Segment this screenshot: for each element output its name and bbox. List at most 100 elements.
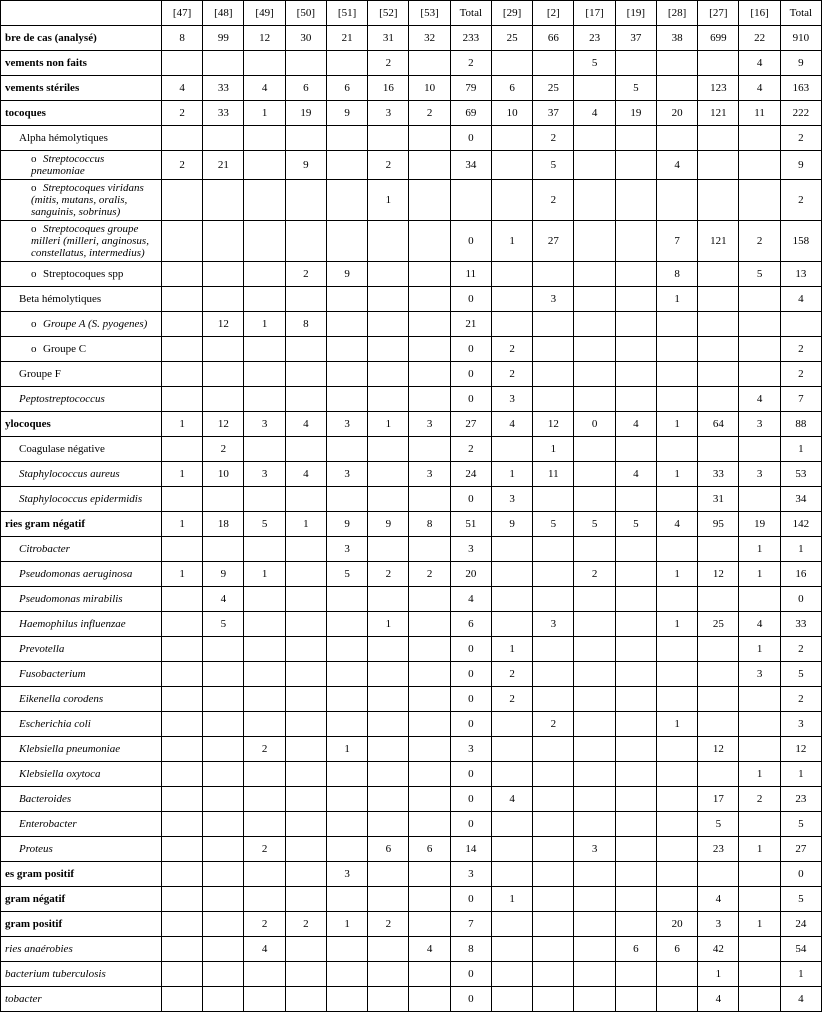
data-cell: 3 [450,862,491,887]
data-cell: 3 [326,862,367,887]
data-cell: 19 [615,101,656,126]
data-cell: 4 [285,462,326,487]
data-cell [533,937,574,962]
data-cell [574,262,615,287]
data-cell [615,612,656,637]
data-cell: 23 [574,26,615,51]
data-cell: 1 [326,737,367,762]
data-cell [574,987,615,1012]
data-cell: 3 [244,412,285,437]
data-cell [698,387,739,412]
data-cell [615,787,656,812]
data-cell: 33 [698,462,739,487]
data-cell: 1 [656,462,697,487]
data-cell [203,180,244,221]
data-cell: 1 [780,437,821,462]
data-cell [285,287,326,312]
data-cell: 5 [533,151,574,180]
data-cell [739,287,780,312]
data-cell: 22 [739,26,780,51]
data-cell [533,51,574,76]
data-cell [409,180,450,221]
data-cell [244,862,285,887]
data-cell: 37 [615,26,656,51]
row-label: vements non faits [1,51,162,76]
data-cell: 1 [739,562,780,587]
data-cell [285,687,326,712]
data-cell [574,887,615,912]
data-cell [161,837,202,862]
data-cell: 31 [698,487,739,512]
data-cell [285,987,326,1012]
data-cell [409,762,450,787]
data-cell: 3 [326,462,367,487]
data-cell: 5 [739,262,780,287]
data-cell [203,937,244,962]
row-label: bre de cas (analysé) [1,26,162,51]
data-cell: 19 [285,101,326,126]
data-cell [244,987,285,1012]
data-cell [285,537,326,562]
data-cell: 2 [368,151,409,180]
data-cell [491,987,532,1012]
data-cell [615,587,656,612]
data-cell [244,287,285,312]
data-cell [574,687,615,712]
data-cell [574,937,615,962]
data-cell [574,362,615,387]
data-cell [285,180,326,221]
data-cell [285,662,326,687]
data-cell [615,712,656,737]
data-cell [615,662,656,687]
data-cell: 1 [244,101,285,126]
data-cell [574,637,615,662]
data-cell: 2 [780,126,821,151]
data-cell [244,812,285,837]
data-cell: 4 [780,287,821,312]
data-cell: 1 [739,762,780,787]
data-cell [491,962,532,987]
data-cell [491,912,532,937]
row-label: Eikenella corodens [1,687,162,712]
row-label: es gram positif [1,862,162,887]
data-cell [409,312,450,337]
data-cell [491,562,532,587]
data-cell: 2 [739,787,780,812]
data-cell [244,887,285,912]
row-label: oStreptocoques viridans (mitis, mutans, … [1,180,162,221]
data-cell: 4 [656,512,697,537]
data-cell: 34 [780,487,821,512]
data-cell [698,151,739,180]
data-cell [161,687,202,712]
data-cell [698,437,739,462]
data-cell [409,887,450,912]
data-cell: 9 [491,512,532,537]
row-label: ries anaérobies [1,937,162,962]
data-cell: 4 [574,101,615,126]
row-label: Beta hémolytiques [1,287,162,312]
data-cell [161,762,202,787]
data-cell: 1 [491,887,532,912]
col-header: [47] [161,1,202,26]
data-cell [368,262,409,287]
data-cell: 21 [203,151,244,180]
data-cell: 2 [491,362,532,387]
data-cell [574,737,615,762]
data-cell [656,837,697,862]
col-header: [19] [615,1,656,26]
data-cell: 6 [615,937,656,962]
data-cell: 10 [203,462,244,487]
data-cell [491,837,532,862]
data-cell [698,762,739,787]
data-cell [368,221,409,262]
data-cell [533,587,574,612]
data-cell [326,762,367,787]
data-cell: 42 [698,937,739,962]
data-cell: 1 [656,562,697,587]
data-cell: 79 [450,76,491,101]
data-cell [491,287,532,312]
data-cell: 0 [450,637,491,662]
data-cell [409,787,450,812]
data-cell [409,987,450,1012]
data-cell: 21 [450,312,491,337]
